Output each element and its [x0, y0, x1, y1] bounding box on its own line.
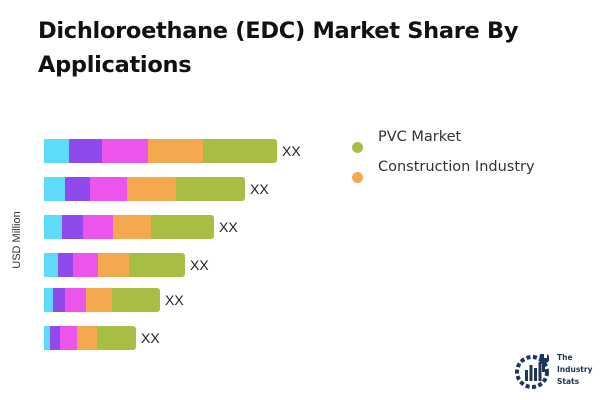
bar-segment	[86, 288, 112, 312]
chart-title: Dichloroethane (EDC) Market Share By App…	[38, 18, 519, 78]
bar-segment	[102, 139, 148, 163]
bar-segment	[53, 288, 65, 312]
bar-row	[44, 288, 160, 312]
bar-value-label: XX	[141, 330, 160, 346]
bar-row	[44, 215, 214, 239]
bar-segment	[148, 139, 203, 163]
bar-value-label: XX	[282, 143, 301, 159]
logo-line-2: Industry	[557, 365, 593, 374]
bar-row	[44, 139, 277, 163]
bar-segment	[65, 177, 90, 201]
bar-segment	[98, 253, 129, 277]
bar-row	[44, 326, 136, 350]
gear-chart-logo-icon	[515, 354, 549, 389]
bar-row	[44, 253, 185, 277]
bar-segment	[127, 177, 176, 201]
bar-segment	[65, 288, 86, 312]
y-axis-label: USD Million	[11, 211, 23, 269]
bar-segment	[77, 326, 97, 350]
bar-segment	[50, 326, 60, 350]
bar-value-label: XX	[165, 292, 184, 308]
bar-segment	[44, 139, 69, 163]
bar-row	[44, 177, 245, 201]
logo-line-1: The	[557, 353, 573, 362]
bar-segment	[203, 139, 277, 163]
bar-segment	[44, 215, 62, 239]
bar-segment	[44, 177, 65, 201]
bar-segment	[176, 177, 245, 201]
bar-segment	[44, 326, 50, 350]
bar-segment	[112, 288, 160, 312]
logo-text: The Industry Stats	[557, 352, 592, 388]
legend-label: PVC Market	[378, 129, 462, 145]
bar-segment	[58, 253, 73, 277]
logo: The Industry Stats	[513, 350, 598, 395]
bar-segment	[83, 215, 113, 239]
bar-value-label: XX	[250, 181, 269, 197]
bar-segment	[90, 177, 127, 201]
bar-segment	[113, 215, 151, 239]
bar-segment	[44, 288, 53, 312]
bar-segment	[97, 326, 136, 350]
logo-line-3: Stats	[557, 377, 580, 386]
bar-segment	[62, 215, 83, 239]
bar-segment	[60, 326, 77, 350]
bar-value-label: XX	[219, 219, 238, 235]
bar-segment	[129, 253, 185, 277]
bar-segment	[73, 253, 98, 277]
legend-dot-icon	[352, 142, 363, 153]
bar-segment	[151, 215, 214, 239]
bar-segment	[69, 139, 102, 163]
legend-dot-icon	[352, 172, 363, 183]
bar-segment	[44, 253, 58, 277]
bar-value-label: XX	[190, 257, 209, 273]
legend-label: Construction Industry	[378, 159, 535, 175]
